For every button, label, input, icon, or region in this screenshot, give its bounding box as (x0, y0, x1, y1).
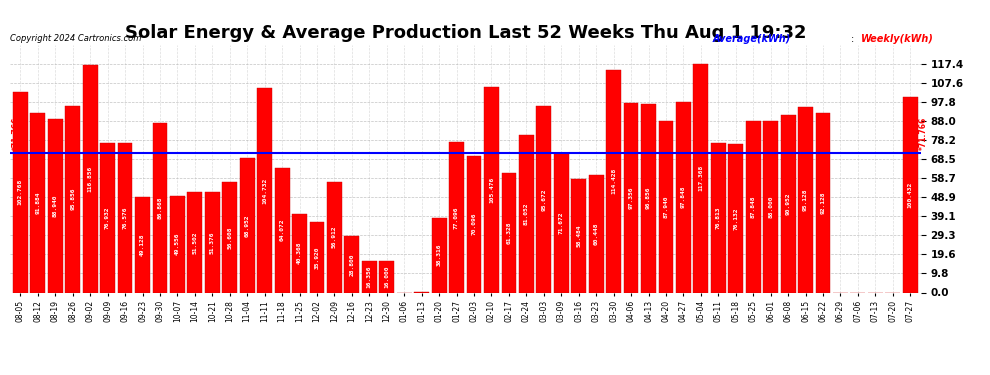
Bar (729, 144, 743, 292)
Text: 105.476: 105.476 (489, 177, 494, 203)
Text: :: : (851, 34, 857, 44)
Bar (502, 173, 517, 292)
Bar (327, 182, 342, 292)
Bar (240, 158, 254, 292)
Bar (676, 102, 691, 292)
Bar (642, 104, 656, 292)
Text: Weekly(kWh): Weekly(kWh) (861, 34, 935, 44)
Text: 90.952: 90.952 (786, 193, 791, 215)
Text: 95.128: 95.128 (803, 189, 808, 211)
Text: 114.428: 114.428 (611, 168, 616, 194)
Text: 16.356: 16.356 (367, 266, 372, 288)
Text: 40.368: 40.368 (297, 242, 302, 264)
Bar (763, 121, 778, 292)
Text: 56.608: 56.608 (228, 226, 233, 249)
Bar (484, 87, 499, 292)
Bar (205, 192, 220, 292)
Text: 70.096: 70.096 (471, 213, 476, 236)
Bar (537, 106, 551, 292)
Bar (432, 218, 446, 292)
Bar (362, 261, 377, 292)
Bar (798, 107, 813, 292)
Title: Solar Energy & Average Production Last 52 Weeks Thu Aug 1 19:32: Solar Energy & Average Production Last 5… (125, 24, 806, 42)
Text: 49.128: 49.128 (140, 233, 145, 256)
Text: 81.052: 81.052 (524, 202, 529, 225)
Bar (345, 236, 359, 292)
Bar (48, 119, 62, 292)
Text: 56.912: 56.912 (332, 226, 337, 248)
Bar (187, 192, 202, 292)
Bar (65, 106, 80, 292)
Text: 60.448: 60.448 (594, 222, 599, 245)
Text: *71.766: *71.766 (12, 117, 21, 150)
Text: 97.356: 97.356 (629, 186, 634, 209)
Bar (745, 121, 760, 292)
Bar (449, 142, 464, 292)
Text: 76.813: 76.813 (716, 206, 721, 229)
Text: 68.952: 68.952 (245, 214, 249, 237)
Bar (223, 182, 238, 292)
Text: 96.856: 96.856 (646, 187, 651, 209)
Text: 76.932: 76.932 (105, 206, 110, 229)
Text: 88.000: 88.000 (768, 195, 773, 218)
Bar (292, 214, 307, 292)
Text: 76.576: 76.576 (123, 207, 128, 229)
Bar (781, 115, 796, 292)
Bar (170, 196, 185, 292)
Bar (693, 64, 708, 292)
Bar (257, 88, 272, 292)
Bar (135, 197, 149, 292)
Text: 95.856: 95.856 (70, 188, 75, 210)
Text: 49.556: 49.556 (175, 233, 180, 255)
Bar (658, 121, 673, 292)
Text: 116.856: 116.856 (88, 165, 93, 192)
Text: 61.328: 61.328 (507, 222, 512, 244)
Text: 51.376: 51.376 (210, 231, 215, 254)
Bar (31, 113, 46, 292)
Bar (274, 168, 289, 292)
Bar (711, 143, 726, 292)
Bar (606, 69, 621, 292)
Text: 92.128: 92.128 (821, 192, 826, 214)
Text: 87.848: 87.848 (750, 196, 755, 218)
Text: Average(kWh): Average(kWh) (713, 34, 791, 44)
Text: 51.502: 51.502 (192, 231, 197, 254)
Bar (903, 97, 918, 292)
Text: 104.732: 104.732 (262, 177, 267, 204)
Text: 100.432: 100.432 (908, 182, 913, 208)
Bar (100, 142, 115, 292)
Bar (310, 222, 325, 292)
Text: 117.368: 117.368 (698, 165, 703, 191)
Text: 35.920: 35.920 (315, 246, 320, 269)
Bar (13, 92, 28, 292)
Bar (571, 178, 586, 292)
Bar (83, 65, 98, 292)
Text: 64.072: 64.072 (279, 219, 284, 242)
Text: 76.132: 76.132 (734, 207, 739, 230)
Bar (589, 175, 604, 292)
Text: 97.848: 97.848 (681, 186, 686, 209)
Bar (624, 103, 639, 292)
Text: 71.672: 71.672 (558, 211, 563, 234)
Text: 102.768: 102.768 (18, 179, 23, 206)
Text: 86.868: 86.868 (157, 196, 162, 219)
Text: 91.884: 91.884 (36, 192, 41, 214)
Bar (379, 261, 394, 292)
Text: 88.940: 88.940 (52, 195, 57, 217)
Text: 28.800: 28.800 (349, 253, 354, 276)
Text: *71.766: *71.766 (919, 117, 928, 150)
Bar (816, 113, 831, 292)
Text: 95.672: 95.672 (542, 188, 546, 210)
Text: 77.096: 77.096 (454, 206, 459, 229)
Text: 58.484: 58.484 (576, 224, 581, 247)
Bar (553, 153, 568, 292)
Bar (466, 156, 481, 292)
Bar (519, 135, 534, 292)
Text: 38.316: 38.316 (437, 244, 442, 266)
Text: Copyright 2024 Cartronics.com: Copyright 2024 Cartronics.com (10, 34, 142, 43)
Text: 16.000: 16.000 (384, 266, 389, 288)
Text: 87.940: 87.940 (663, 195, 668, 218)
Bar (152, 123, 167, 292)
Bar (118, 143, 133, 292)
